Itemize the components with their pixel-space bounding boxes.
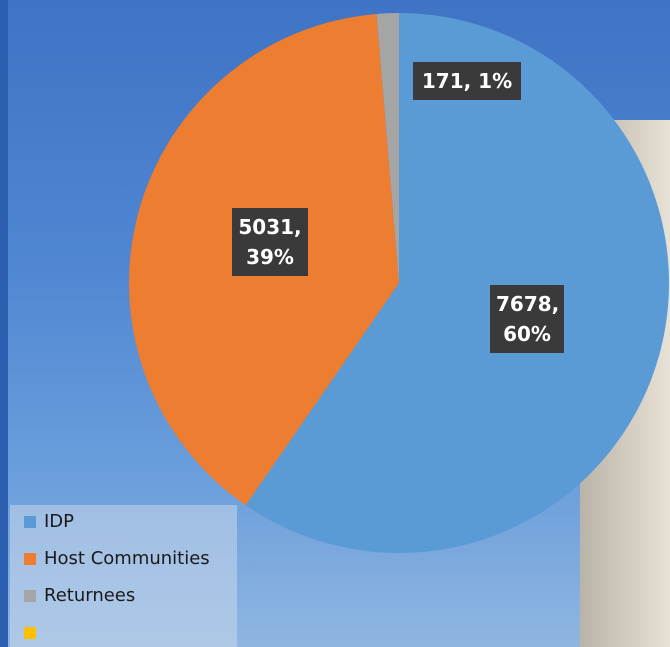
legend-swatch: [24, 590, 36, 602]
data-label: 5031, 39%: [232, 208, 308, 276]
legend-item: IDP: [24, 511, 74, 532]
legend-swatch: [24, 553, 36, 565]
legend-label: Returnees: [44, 585, 135, 606]
legend-item: Host Communities: [24, 548, 210, 569]
legend: IDP Host Communities Returnees: [10, 505, 237, 647]
chart: IDP Host Communities Returnees 7678, 60% 50…: [0, 0, 670, 647]
legend-swatch: [24, 627, 36, 639]
legend-item: Returnees: [24, 585, 135, 606]
legend-label: IDP: [44, 511, 74, 532]
data-label: 171, 1%: [413, 62, 521, 100]
legend-item: [24, 622, 44, 643]
data-label: 7678, 60%: [490, 285, 564, 353]
legend-swatch: [24, 516, 36, 528]
legend-label: Host Communities: [44, 548, 210, 569]
